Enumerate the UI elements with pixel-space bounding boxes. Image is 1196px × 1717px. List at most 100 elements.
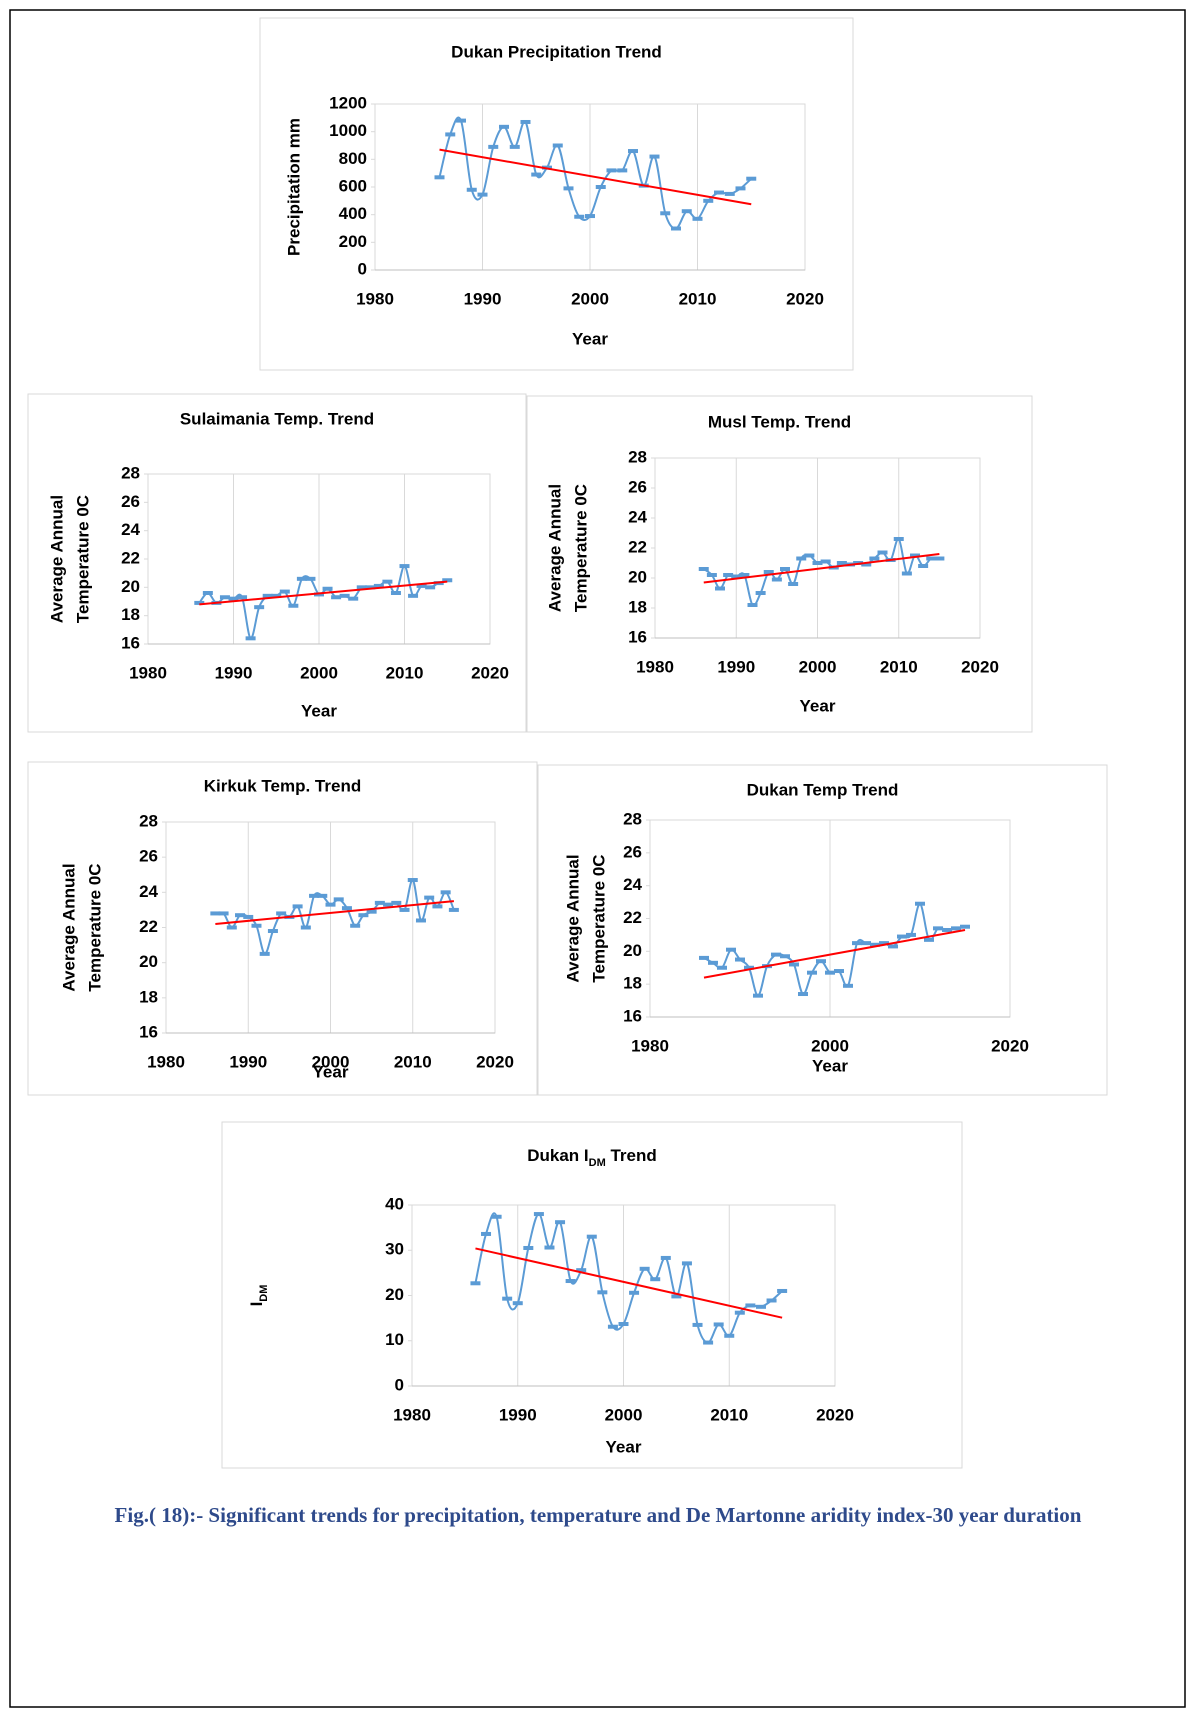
data-marker (812, 561, 823, 565)
x-tick-label: 2020 (471, 663, 509, 682)
y-tick-label: 40 (385, 1194, 404, 1213)
data-marker (434, 175, 445, 180)
y-axis-label: Average Annual (59, 863, 78, 991)
data-marker (715, 586, 725, 591)
data-marker (425, 585, 436, 590)
x-axis-label: Year (800, 696, 836, 715)
data-marker (698, 567, 709, 571)
data-marker (869, 556, 880, 561)
data-marker (897, 934, 907, 939)
data-marker (915, 901, 925, 906)
data-marker (924, 937, 934, 942)
y-tick-label: 0 (358, 259, 367, 278)
data-marker (861, 941, 871, 946)
y-tick-label: 16 (628, 627, 647, 646)
y-tick-label: 1000 (329, 121, 367, 140)
data-marker (852, 941, 862, 946)
text-part: Trend (606, 1146, 657, 1165)
data-marker (325, 902, 336, 907)
x-tick-label: 2020 (816, 1405, 854, 1424)
data-marker (399, 907, 410, 912)
data-marker (488, 144, 499, 149)
data-marker (650, 1277, 661, 1282)
x-tick-label: 2010 (394, 1052, 432, 1071)
x-tick-label: 2000 (811, 1036, 849, 1055)
data-marker (348, 596, 359, 601)
data-marker (523, 1245, 534, 1250)
data-marker (448, 907, 459, 912)
text-part: DM (258, 1285, 270, 1302)
y-tick-label: 20 (139, 952, 158, 971)
x-tick-label: 1990 (499, 1405, 537, 1424)
data-marker (692, 216, 703, 221)
y-tick-label: 22 (121, 548, 140, 567)
data-marker (228, 596, 239, 601)
y-tick-label: 28 (121, 463, 140, 482)
data-marker (300, 925, 311, 930)
data-marker (509, 144, 520, 149)
y-tick-label: 24 (139, 882, 158, 901)
data-marker (339, 593, 350, 598)
y-tick-label: 20 (121, 577, 140, 596)
data-marker (951, 926, 961, 931)
data-marker (771, 577, 782, 582)
x-tick-label: 2000 (799, 657, 837, 676)
data-marker (771, 952, 781, 957)
data-marker (544, 1245, 555, 1250)
data-marker (942, 927, 952, 932)
data-marker (731, 574, 742, 579)
x-tick-label: 1980 (147, 1052, 185, 1071)
data-marker (333, 897, 344, 902)
data-marker (607, 1324, 618, 1329)
x-tick-label: 1990 (215, 663, 253, 682)
data-marker (639, 1266, 650, 1271)
x-tick-label: 1990 (229, 1052, 267, 1071)
x-tick-label: 2020 (991, 1036, 1029, 1055)
data-marker (358, 913, 369, 918)
data-marker (746, 176, 757, 181)
data-marker (202, 591, 213, 595)
data-marker (415, 918, 426, 923)
data-marker (597, 1290, 608, 1295)
data-marker (843, 983, 853, 988)
data-marker (276, 911, 287, 916)
data-marker (520, 119, 531, 124)
data-marker (692, 1322, 703, 1327)
data-marker (407, 878, 418, 883)
x-axis-label: Year (572, 329, 608, 348)
y-tick-label: 24 (623, 875, 642, 894)
data-marker (226, 925, 237, 930)
data-marker (807, 970, 817, 975)
data-marker (724, 1333, 735, 1338)
data-marker (374, 900, 385, 905)
data-marker (243, 914, 254, 919)
y-axis-label: Temperature 0C (589, 854, 608, 982)
y-tick-label: 0 (395, 1375, 404, 1394)
data-marker (745, 1303, 756, 1308)
data-marker (356, 585, 367, 590)
data-marker (194, 600, 205, 605)
chart-panel (27, 761, 538, 1096)
data-marker (391, 900, 402, 905)
data-marker (210, 911, 221, 916)
data-marker (820, 559, 831, 564)
data-marker (617, 168, 628, 173)
data-marker (739, 573, 750, 577)
data-marker (888, 944, 898, 949)
y-axis-label: Temperature 0C (571, 484, 590, 612)
data-marker (445, 132, 456, 137)
data-marker (365, 585, 376, 590)
data-marker (960, 924, 970, 929)
y-tick-label: 200 (339, 232, 367, 251)
trend-line (439, 148, 752, 206)
chart-title: Dukan Temp Trend (747, 780, 899, 799)
data-marker (717, 965, 727, 970)
x-tick-label: 2020 (786, 289, 824, 308)
data-marker (708, 960, 718, 965)
y-tick-label: 20 (385, 1285, 404, 1304)
data-marker (734, 1310, 745, 1315)
y-axis-label: Temperature 0C (85, 863, 104, 991)
data-marker (576, 1268, 587, 1273)
chart-panel (27, 393, 527, 733)
